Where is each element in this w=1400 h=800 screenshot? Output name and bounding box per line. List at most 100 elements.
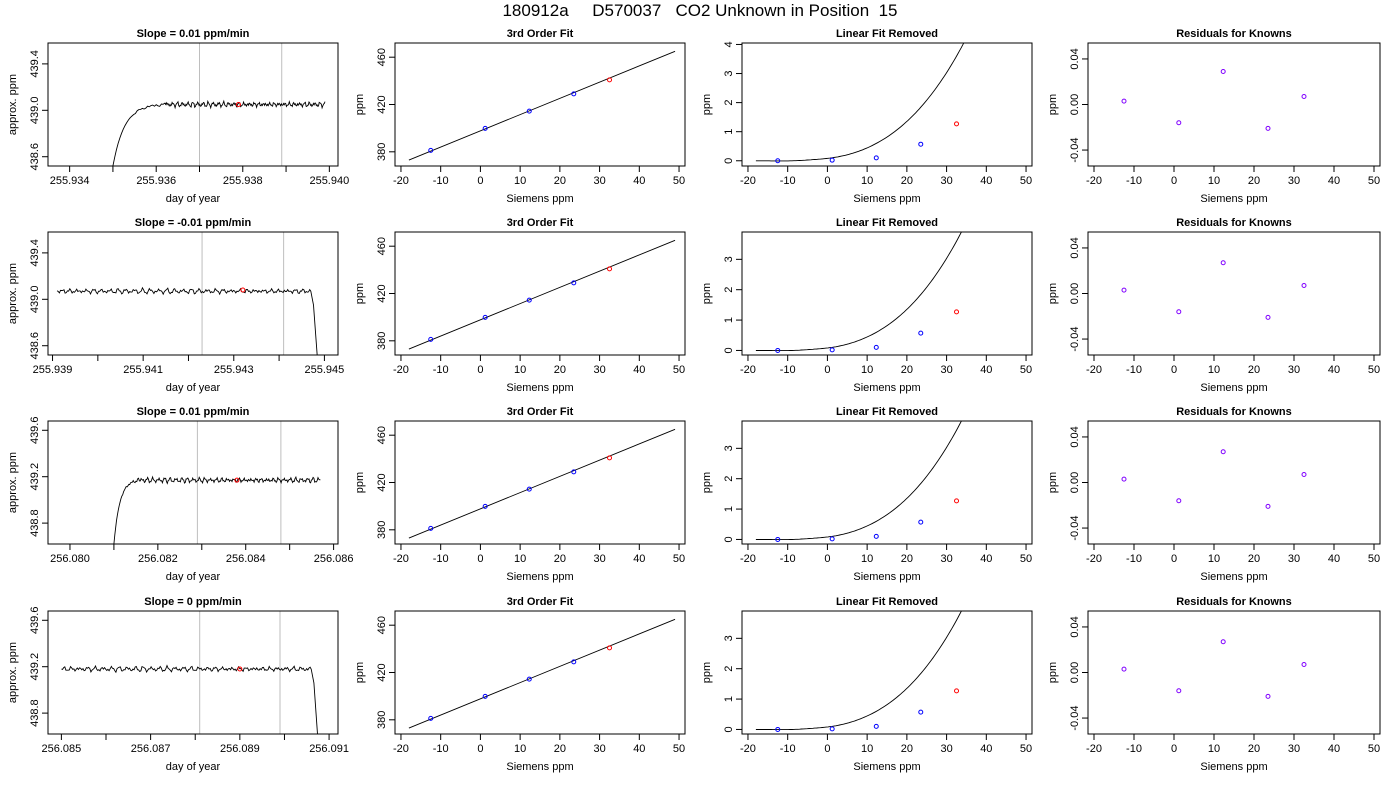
y-tick-label: 0: [723, 158, 735, 164]
known-standard-point: [775, 536, 781, 542]
plot-area: [61, 611, 318, 734]
x-tick-label: 30: [1288, 553, 1300, 565]
panel-title: Linear Fit Removed: [836, 28, 938, 40]
residual-point: [1301, 662, 1307, 668]
known-standard-point: [829, 157, 835, 163]
y-axis-label: ppm: [701, 662, 713, 683]
x-axis-label: Siemens ppm: [506, 193, 573, 205]
x-tick-label: 30: [940, 743, 952, 755]
y-tick-label: 439.2: [29, 653, 41, 681]
x-tick-label: 10: [1208, 553, 1220, 565]
y-tick-label: 439.2: [29, 463, 41, 491]
x-axis-label: Siemens ppm: [853, 571, 920, 583]
x-tick-label: 20: [554, 743, 566, 755]
plot-frame: [394, 42, 686, 167]
plot-area: [112, 43, 326, 166]
y-tick-label: 420: [376, 95, 388, 113]
y-tick-label: 438.6: [29, 332, 41, 360]
x-tick-label: 255.936: [136, 175, 176, 187]
y-tick-label: 1: [723, 696, 735, 702]
known-standard-point: [526, 108, 532, 114]
plot-frame: [394, 420, 686, 545]
panel-title: Residuals for Knowns: [1176, 217, 1292, 229]
known-standard-point: [829, 347, 835, 353]
x-tick-label: 10: [514, 553, 526, 565]
x-tick-label: 40: [633, 553, 645, 565]
known-standard-point: [571, 280, 577, 286]
chart-panel-r3-c2: 3rd Order Fit -20 -10 0 10 20 30 40 50 380 420 460 S…: [354, 406, 686, 583]
x-tick-label: 20: [901, 553, 913, 565]
known-standard-point: [428, 715, 434, 721]
x-tick-label: 20: [1248, 553, 1260, 565]
x-tick-label: 40: [1328, 364, 1340, 376]
y-tick-label: 0.00: [1069, 662, 1081, 683]
x-tick-label: -10: [1126, 175, 1142, 187]
known-standard-point: [775, 726, 781, 732]
known-standard-point: [571, 91, 577, 97]
residual-point: [1220, 260, 1226, 266]
y-tick-label: 2: [723, 287, 735, 293]
plot-area: [56, 232, 318, 355]
chart-panel-r4-c3: Linear Fit Removed -20 -10 0 10 20 30 40 50 0 1 2 3 S…: [701, 596, 1033, 773]
x-tick-label: 40: [980, 175, 992, 187]
x-axis-label: Siemens ppm: [1200, 571, 1267, 583]
x-axis-label: day of year: [166, 571, 221, 583]
x-tick-label: 30: [1288, 743, 1300, 755]
y-tick-label: 0.04: [1069, 426, 1081, 447]
x-tick-label: 20: [1248, 175, 1260, 187]
x-tick-label: 30: [593, 553, 605, 565]
x-tick-label: 256.082: [138, 553, 178, 565]
y-tick-label: 380: [376, 521, 388, 539]
y-tick-label: 0: [723, 536, 735, 542]
fit-curve: [408, 50, 676, 161]
y-tick-label: 439.4: [29, 50, 41, 78]
known-standard-point: [775, 158, 781, 164]
y-tick-label: 0.04: [1069, 616, 1081, 637]
y-tick-label: 439.0: [29, 97, 41, 125]
unknown-sample-point: [237, 666, 243, 672]
panel-title: Slope = 0 ppm/min: [144, 596, 242, 608]
x-tick-label: 20: [901, 364, 913, 376]
x-axis-label: Siemens ppm: [853, 761, 920, 773]
fit-curve: [408, 618, 676, 729]
analyzer-trace: [61, 664, 318, 734]
x-tick-label: 20: [554, 175, 566, 187]
x-tick-label: 10: [861, 175, 873, 187]
x-tick-label: 256.087: [131, 743, 171, 755]
figure-title: 180912a D570037 CO2 Unknown in Position …: [502, 1, 898, 20]
panel-title: Slope = 0.01 ppm/min: [137, 406, 250, 418]
y-tick-label: 0: [723, 726, 735, 732]
unknown-sample-point: [235, 102, 241, 107]
known-standard-point: [775, 347, 781, 353]
x-tick-label: 50: [1368, 743, 1380, 755]
unknown-sample-point: [607, 266, 613, 272]
y-tick-label: 420: [376, 473, 388, 491]
y-tick-label: 3: [723, 635, 735, 641]
x-tick-label: 10: [514, 743, 526, 755]
plot-frame: [1087, 231, 1381, 356]
residual-point: [1265, 314, 1271, 320]
unknown-sample-point: [607, 77, 613, 83]
x-tick-label: 20: [1248, 364, 1260, 376]
x-tick-label: 10: [861, 743, 873, 755]
panel-title: 3rd Order Fit: [507, 596, 574, 608]
chart-panel-r4-c2: 3rd Order Fit -20 -10 0 10 20 30 40 50 380 420 460 S…: [354, 596, 686, 773]
fit-curve: [408, 428, 676, 539]
residual-point: [1220, 639, 1226, 645]
y-axis-label: ppm: [354, 283, 366, 304]
y-tick-label: 0.04: [1069, 48, 1081, 69]
panel-title: 3rd Order Fit: [507, 28, 574, 40]
y-axis-label: approx. ppm: [7, 74, 19, 135]
known-standard-point: [918, 141, 924, 147]
known-standard-point: [482, 314, 488, 320]
x-tick-label: 20: [554, 364, 566, 376]
y-axis-label: ppm: [1047, 94, 1059, 115]
chart-panel-r3-c4: Residuals for Knowns -20 -10 0 10 20 30 40 50 -0.…: [1047, 406, 1381, 583]
x-tick-label: 256.085: [42, 743, 82, 755]
plot-area: [408, 239, 676, 350]
analyzer-trace: [112, 99, 326, 166]
x-axis-label: day of year: [166, 382, 221, 394]
known-standard-point: [428, 336, 434, 342]
chart-panel-r1-c1: Slope = 0.01 ppm/min 255.934 255.936 255.93…: [7, 28, 349, 205]
known-standard-point: [526, 486, 532, 492]
